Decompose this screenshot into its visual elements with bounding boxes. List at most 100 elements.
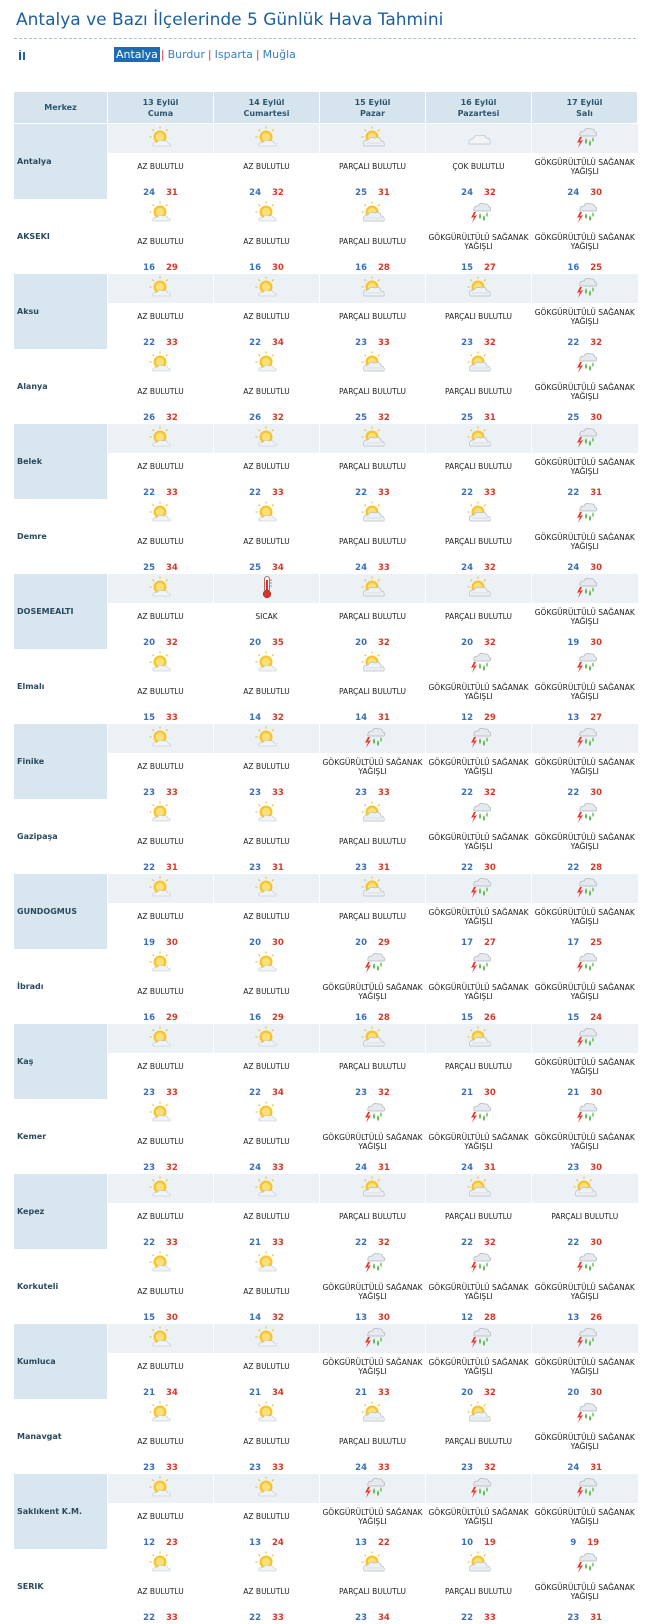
forecast-desc-cell: AZ BULUTLU [213, 828, 320, 855]
station-name-demre: Demre [13, 499, 108, 574]
forecast-icon-cell [425, 499, 532, 528]
forecast-icon-cell [531, 874, 638, 903]
temp-min: 23 [355, 338, 367, 348]
temp-max: 30 [590, 1163, 603, 1173]
station-icon-row: Kaş [13, 1024, 638, 1099]
forecast-temp-cell: 22 34 [213, 1080, 320, 1099]
forecast-icon-cell [425, 123, 532, 153]
forecast-icon-cell [213, 1024, 320, 1053]
temp-min: 22 [355, 1238, 367, 1248]
sun-cloud-icon [148, 1400, 174, 1424]
temp-min: 21 [249, 1388, 261, 1398]
temp-max: 33 [166, 788, 178, 798]
station-temp-row: 22 33 22 34 23 33 23 32 22 32 [14, 330, 638, 349]
forecast-desc-cell: PARÇALI BULUTLU [425, 603, 532, 630]
forecast-icon-cell [531, 1399, 638, 1428]
forecast-temp-cell: 23 32 [107, 1155, 214, 1174]
forecast-icon-cell [213, 649, 320, 678]
station-desc-row: AZ BULUTLU AZ BULUTLU PARÇALI BULUTLU GÖKGÜ… [14, 678, 638, 705]
temp-min: 19 [143, 938, 155, 948]
station-name-gazipasa: Gazipaşa [13, 799, 108, 874]
thunderstorm-icon [572, 1475, 598, 1499]
forecast-temp-cell: 22 28 [531, 855, 638, 874]
station-temp-row: 15 30 14 32 13 30 12 28 13 26 [14, 1305, 638, 1324]
province-link-antalya[interactable]: Antalya [114, 47, 160, 62]
forecast-icon-cell [425, 1024, 532, 1053]
forecast-description: ÇOK BULUTLU [452, 162, 505, 171]
forecast-desc-cell: AZ BULUTLU [107, 1578, 214, 1605]
forecast-desc-cell: GÖKGÜRÜLTÜLÜ SAĞANAK YAĞIŞLI [531, 828, 638, 855]
forecast-desc-cell: GÖKGÜRÜLTÜLÜ SAĞANAK YAĞIŞLI [425, 1128, 532, 1155]
thunderstorm-icon [360, 1100, 386, 1124]
temp-min: 22 [143, 338, 155, 348]
temp-max: 28 [484, 1313, 496, 1323]
thunderstorm-icon [466, 800, 492, 824]
station-desc-row: AZ BULUTLU SICAK PARÇALI BULUTLU PARÇALI BU… [14, 603, 638, 630]
province-link-burdur[interactable]: Burdur [167, 48, 205, 61]
forecast-desc-cell: PARÇALI BULUTLU [425, 1203, 532, 1230]
forecast-description: GÖKGÜRÜLTÜLÜ SAĞANAK YAĞIŞLI [534, 457, 635, 476]
forecast-icon-cell [213, 349, 320, 378]
forecast-temp-cell: 20 32 [319, 630, 426, 649]
temp-min: 23 [355, 863, 367, 873]
forecast-icon-cell [425, 349, 532, 378]
forecast-description: PARÇALI BULUTLU [445, 387, 512, 396]
forecast-temp-cell: 25 32 [319, 405, 426, 424]
partly-cloudy-icon [466, 1550, 492, 1574]
forecast-temp-cell: 24 32 [425, 555, 532, 574]
sun-cloud-icon [254, 1325, 280, 1349]
forecast-desc-cell: PARÇALI BULUTLU [319, 1053, 426, 1080]
forecast-temp-cell: 23 33 [107, 780, 214, 799]
station-icon-row: Kemer [13, 1099, 638, 1174]
forecast-description: GÖKGÜRÜLTÜLÜ SAĞANAK YAĞIŞLI [534, 982, 635, 1001]
forecast-description: PARÇALI BULUTLU [339, 1587, 406, 1596]
forecast-desc-cell: PARÇALI BULUTLU [425, 303, 532, 330]
station-temp-row: 15 33 14 32 14 31 12 29 13 27 [14, 705, 638, 724]
station-temp-row: 23 33 23 33 24 33 23 32 24 31 [14, 1455, 638, 1474]
partly-cloudy-icon [466, 350, 492, 374]
temp-max: 33 [272, 1163, 284, 1173]
station-name-kemer: Kemer [13, 1099, 108, 1174]
forecast-desc-cell: GÖKGÜRÜLTÜLÜ SAĞANAK YAĞIŞLI [531, 678, 638, 705]
province-link-isparta[interactable]: Isparta [214, 48, 253, 61]
temp-min: 16 [567, 263, 580, 273]
temp-max: 25 [590, 263, 603, 273]
forecast-icon-cell [531, 1324, 638, 1353]
province-link-mugla[interactable]: Muğla [262, 48, 296, 61]
station-name-ibradi: İbradı [13, 949, 108, 1024]
forecast-temp-cell: 23 30 [531, 1155, 638, 1174]
temp-max: 31 [166, 863, 178, 873]
forecast-icon-cell [319, 1024, 426, 1053]
sun-cloud-icon [254, 1175, 280, 1199]
sun-cloud-icon [148, 125, 174, 149]
temp-min: 22 [143, 488, 155, 498]
temp-max: 33 [166, 1238, 178, 1248]
forecast-temp-cell: 13 26 [531, 1305, 638, 1324]
forecast-desc-cell: AZ BULUTLU [213, 978, 320, 1005]
forecast-icon-cell [531, 949, 638, 978]
temp-max: 33 [378, 338, 390, 348]
forecast-temp-cell: 24 33 [319, 555, 426, 574]
sun-cloud-icon [148, 1025, 174, 1049]
thunderstorm-icon [466, 725, 492, 749]
temp-max: 26 [484, 1013, 496, 1023]
sun-cloud-icon [254, 800, 280, 824]
forecast-description: AZ BULUTLU [243, 1512, 290, 1521]
temp-max: 30 [590, 563, 603, 573]
partly-cloudy-icon [466, 500, 492, 524]
temp-min: 20 [143, 638, 155, 648]
temp-min: 24 [355, 1163, 367, 1173]
temp-max: 33 [272, 1238, 284, 1248]
sun-cloud-icon [148, 1475, 174, 1499]
temp-max: 31 [378, 1163, 390, 1173]
forecast-temp-cell: 13 24 [213, 1530, 320, 1549]
forecast-icon-cell [107, 123, 214, 153]
sun-cloud-icon [148, 200, 174, 224]
station-desc-row: AZ BULUTLU AZ BULUTLU PARÇALI BULUTLU PARÇA… [14, 378, 638, 405]
forecast-description: GÖKGÜRÜLTÜLÜ SAĞANAK YAĞIŞLI [428, 232, 529, 251]
station-desc-row: AZ BULUTLU AZ BULUTLU PARÇALI BULUTLU PARÇA… [14, 303, 638, 330]
forecast-description: AZ BULUTLU [137, 162, 184, 171]
sun-cloud-icon [148, 1550, 174, 1574]
temp-min: 17 [567, 938, 580, 948]
temp-min: 23 [249, 788, 261, 798]
